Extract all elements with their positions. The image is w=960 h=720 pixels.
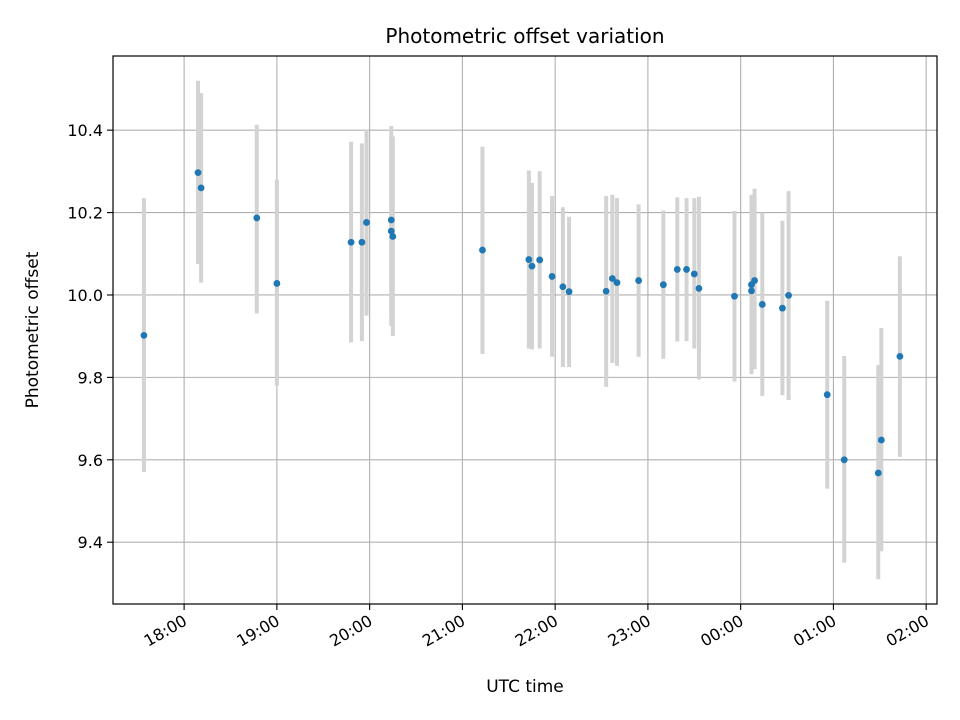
data-point bbox=[896, 352, 904, 360]
data-point bbox=[559, 283, 567, 291]
data-point bbox=[479, 246, 486, 254]
data-point bbox=[387, 227, 395, 235]
data-point bbox=[877, 436, 885, 444]
data-point bbox=[659, 281, 667, 289]
y-tick-label: 9.6 bbox=[78, 451, 103, 470]
data-point bbox=[785, 291, 792, 299]
data-point bbox=[197, 184, 205, 192]
data-point bbox=[613, 279, 621, 287]
y-tick-label: 9.4 bbox=[78, 533, 103, 552]
data-points bbox=[140, 169, 904, 477]
data-point bbox=[253, 214, 261, 222]
data-point bbox=[194, 169, 202, 177]
data-point bbox=[690, 270, 698, 278]
data-point bbox=[389, 233, 397, 240]
data-point bbox=[823, 391, 831, 399]
chart-title: Photometric offset variation bbox=[385, 24, 664, 48]
data-point bbox=[387, 216, 395, 224]
data-point bbox=[528, 262, 536, 270]
data-point bbox=[525, 256, 533, 263]
data-point bbox=[347, 238, 355, 246]
data-point bbox=[758, 301, 766, 308]
x-axis-label: UTC time bbox=[486, 677, 564, 697]
y-axis-ticks: 9.4 9.6 9.8 10.0 10.2 10.4 bbox=[67, 121, 113, 552]
y-tick-label: 10.2 bbox=[67, 204, 103, 223]
data-point bbox=[779, 304, 786, 312]
data-point bbox=[840, 456, 848, 464]
data-point bbox=[874, 469, 882, 477]
data-point bbox=[548, 273, 556, 280]
data-point bbox=[673, 266, 681, 273]
grid-lines bbox=[113, 56, 937, 604]
data-point bbox=[748, 287, 755, 295]
data-point bbox=[731, 292, 738, 300]
data-point bbox=[363, 219, 370, 226]
y-axis-label: Photometric offset bbox=[23, 251, 43, 408]
y-tick-label: 9.8 bbox=[78, 368, 103, 387]
data-point bbox=[565, 288, 573, 296]
data-point bbox=[695, 284, 703, 292]
data-point bbox=[273, 280, 281, 287]
data-point bbox=[536, 256, 544, 264]
data-point bbox=[635, 277, 643, 284]
data-point bbox=[140, 331, 148, 339]
data-point bbox=[608, 275, 616, 282]
data-point bbox=[751, 277, 758, 284]
y-tick-label: 10.0 bbox=[67, 286, 103, 305]
data-point bbox=[683, 266, 690, 273]
plot-frame bbox=[112, 55, 938, 605]
data-point bbox=[602, 287, 610, 295]
y-tick-label: 10.4 bbox=[67, 121, 103, 140]
data-point bbox=[358, 238, 366, 246]
